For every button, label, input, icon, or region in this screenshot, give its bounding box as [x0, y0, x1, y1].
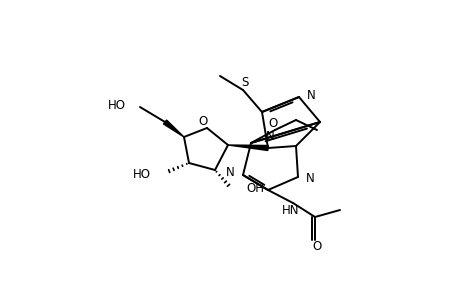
Polygon shape — [163, 120, 184, 137]
Text: HN: HN — [282, 205, 299, 218]
Text: O: O — [268, 116, 277, 130]
Text: S: S — [241, 76, 248, 88]
Text: N: N — [265, 130, 274, 143]
Text: O: O — [198, 115, 207, 128]
Text: N: N — [226, 167, 235, 179]
Text: O: O — [312, 239, 321, 253]
Text: N: N — [306, 88, 315, 101]
Polygon shape — [228, 145, 268, 151]
Text: N: N — [305, 172, 314, 185]
Text: HO: HO — [133, 167, 151, 181]
Text: OH: OH — [246, 182, 263, 196]
Text: HO: HO — [108, 98, 126, 112]
